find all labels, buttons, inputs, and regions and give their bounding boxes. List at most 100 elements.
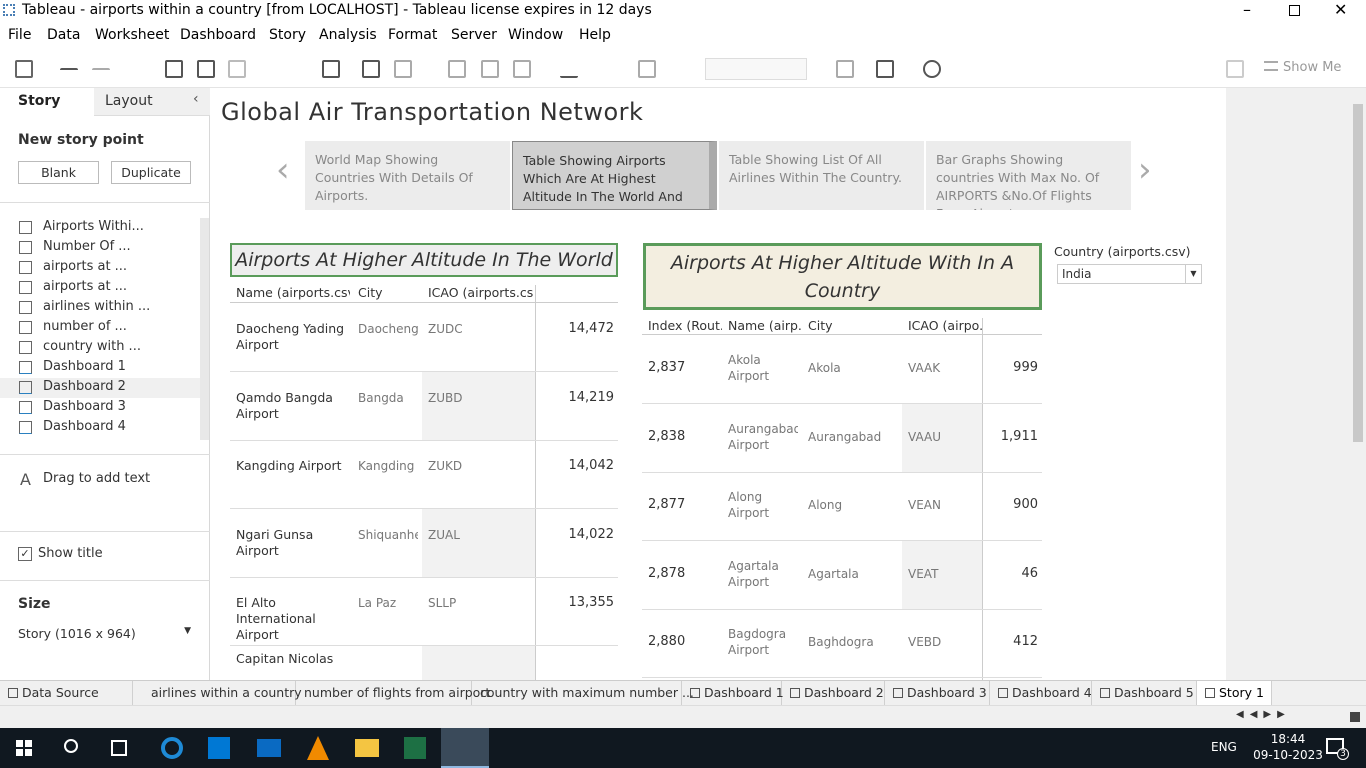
cards-button[interactable] — [836, 60, 854, 78]
task-view-button[interactable] — [111, 740, 127, 756]
show-title-checkbox[interactable]: ✓ — [18, 547, 32, 561]
sheet-item[interactable]: airlines within ... — [0, 298, 200, 318]
size-dropdown[interactable]: Story (1016 x 964) ▼ — [18, 626, 191, 641]
forward-button[interactable] — [92, 68, 110, 86]
excel-icon[interactable] — [404, 737, 426, 759]
column-header[interactable]: ICAO (airpo.. — [908, 318, 982, 333]
table-cell: ZUKD — [428, 459, 463, 474]
story-point[interactable]: Bar Graphs Showing countries With Max No… — [926, 141, 1131, 210]
sheet-item[interactable]: airports at ... — [0, 258, 200, 278]
sort-asc-button[interactable] — [481, 60, 499, 78]
menu-item[interactable]: Window — [508, 27, 564, 43]
blank-button[interactable]: Blank — [18, 161, 99, 184]
new-data-source-button[interactable] — [197, 60, 215, 78]
menu-item[interactable]: Data — [47, 27, 81, 43]
sheet-item[interactable]: country with ... — [0, 338, 200, 358]
collapse-button[interactable]: ‹ — [193, 91, 199, 107]
sheet-item[interactable]: Dashboard 1 — [0, 358, 200, 378]
mail-icon[interactable] — [257, 739, 281, 757]
menu-item[interactable]: Story — [269, 27, 306, 43]
menu-item[interactable]: Format — [388, 27, 438, 43]
close-button[interactable]: ✕ — [1334, 0, 1348, 19]
duplicate-button[interactable] — [362, 60, 380, 78]
sheet-item[interactable]: Airports Withi... — [0, 218, 200, 238]
table-cell: 2,838 — [648, 428, 686, 444]
back-button[interactable] — [60, 68, 78, 86]
fit-dropdown[interactable] — [705, 58, 807, 80]
minimize-button[interactable]: – — [1243, 0, 1251, 19]
save-button[interactable] — [165, 60, 183, 78]
story-point[interactable]: Table Showing List Of All Airlines Withi… — [719, 141, 924, 210]
labels-button[interactable] — [638, 60, 656, 78]
menu-item[interactable]: Help — [579, 27, 611, 43]
next-arrow[interactable]: › — [1138, 150, 1152, 190]
menu-item[interactable]: Dashboard — [180, 27, 256, 43]
sheet-tab[interactable]: Dashboard 4 — [990, 681, 1092, 705]
column-header[interactable]: Index (Rout.. — [648, 318, 722, 333]
sheet-item[interactable]: Dashboard 2 — [0, 378, 200, 398]
tab-navigation[interactable]: ◀◀▶▶ — [1236, 709, 1291, 720]
home-button[interactable] — [15, 60, 33, 78]
scroll-thumb[interactable] — [1353, 104, 1363, 442]
story-point[interactable]: Table Showing Airports Which Are At High… — [512, 141, 717, 210]
language[interactable]: ENG — [1211, 740, 1237, 754]
sheet-tab[interactable]: Dashboard 2 — [782, 681, 885, 705]
sheet-item[interactable]: number of ... — [0, 318, 200, 338]
start-button[interactable] — [16, 740, 32, 756]
sheet-item[interactable]: Number Of ... — [0, 238, 200, 258]
row-line — [642, 540, 1042, 541]
sheet-tab[interactable]: number of flights from airport — [296, 681, 490, 705]
sheet-item[interactable]: Dashboard 3 — [0, 398, 200, 418]
column-header[interactable]: City — [358, 285, 383, 300]
duplicate-button[interactable]: Duplicate — [111, 161, 191, 184]
show-me-button[interactable]: Show Me — [1264, 60, 1341, 75]
clear-button[interactable] — [394, 60, 412, 78]
vlc-icon[interactable] — [307, 736, 329, 760]
menu-item[interactable]: Analysis — [319, 27, 377, 43]
clock-date[interactable]: 09-10-2023 — [1253, 748, 1323, 762]
sheet-tab[interactable]: airlines within a country — [143, 681, 302, 705]
menu-item[interactable]: Worksheet — [95, 27, 170, 43]
sheet-tab[interactable]: Dashboard 1 — [682, 681, 784, 705]
presentation-button[interactable] — [876, 60, 894, 78]
sheet-item[interactable]: Dashboard 4 — [0, 418, 200, 438]
divider — [0, 580, 210, 581]
format-painter-button[interactable] — [1226, 60, 1244, 78]
menu-item[interactable]: File — [8, 27, 32, 43]
vertical-scrollbar[interactable] — [1350, 88, 1366, 680]
search-button[interactable] — [64, 739, 78, 753]
prev-arrow[interactable]: ‹ — [276, 150, 290, 190]
pause-button[interactable] — [228, 60, 246, 78]
title-bar: Tableau - airports within a country [fro… — [0, 0, 1366, 24]
new-sheet-button[interactable] — [322, 60, 340, 78]
story-point[interactable]: World Map Showing Countries With Details… — [305, 141, 510, 210]
tab-icon — [790, 688, 800, 698]
sheet-tab[interactable]: Data Source — [0, 681, 133, 705]
country-filter[interactable]: India ▼ — [1057, 264, 1202, 284]
tableau-taskbar-item[interactable] — [441, 728, 489, 768]
edge-icon[interactable] — [161, 737, 183, 759]
sheet-tab[interactable]: Dashboard 3 — [885, 681, 990, 705]
drag-text[interactable]: Drag to add text — [43, 471, 151, 486]
sheet-tab[interactable]: Story 1 — [1197, 681, 1272, 705]
menu-item[interactable]: Server — [451, 27, 497, 43]
sort-desc-button[interactable] — [513, 60, 531, 78]
layout-tab[interactable]: Layout — [105, 93, 153, 109]
column-header[interactable]: ICAO (airports.cs.. — [428, 285, 533, 300]
story-tab[interactable]: Story — [18, 93, 61, 109]
store-icon[interactable] — [208, 737, 230, 759]
explorer-icon[interactable] — [355, 739, 379, 757]
highlight-button[interactable] — [560, 60, 578, 78]
sheet-tab[interactable]: Dashboard 5 — [1092, 681, 1197, 705]
column-header[interactable]: City — [808, 318, 833, 333]
column-header[interactable]: Name (airp.. — [728, 318, 802, 333]
column-header[interactable]: Name (airports.csv) — [236, 285, 350, 300]
sheet-item[interactable]: airports at ... — [0, 278, 200, 298]
restore-button[interactable] — [1289, 5, 1300, 16]
clock-time[interactable]: 18:44 — [1270, 732, 1306, 746]
notification-center[interactable] — [1326, 738, 1344, 754]
tab-view-button[interactable] — [1350, 712, 1360, 722]
sheet-tab[interactable]: country with maximum number ... — [472, 681, 694, 705]
swap-button[interactable] — [448, 60, 466, 78]
share-button[interactable] — [923, 60, 941, 78]
